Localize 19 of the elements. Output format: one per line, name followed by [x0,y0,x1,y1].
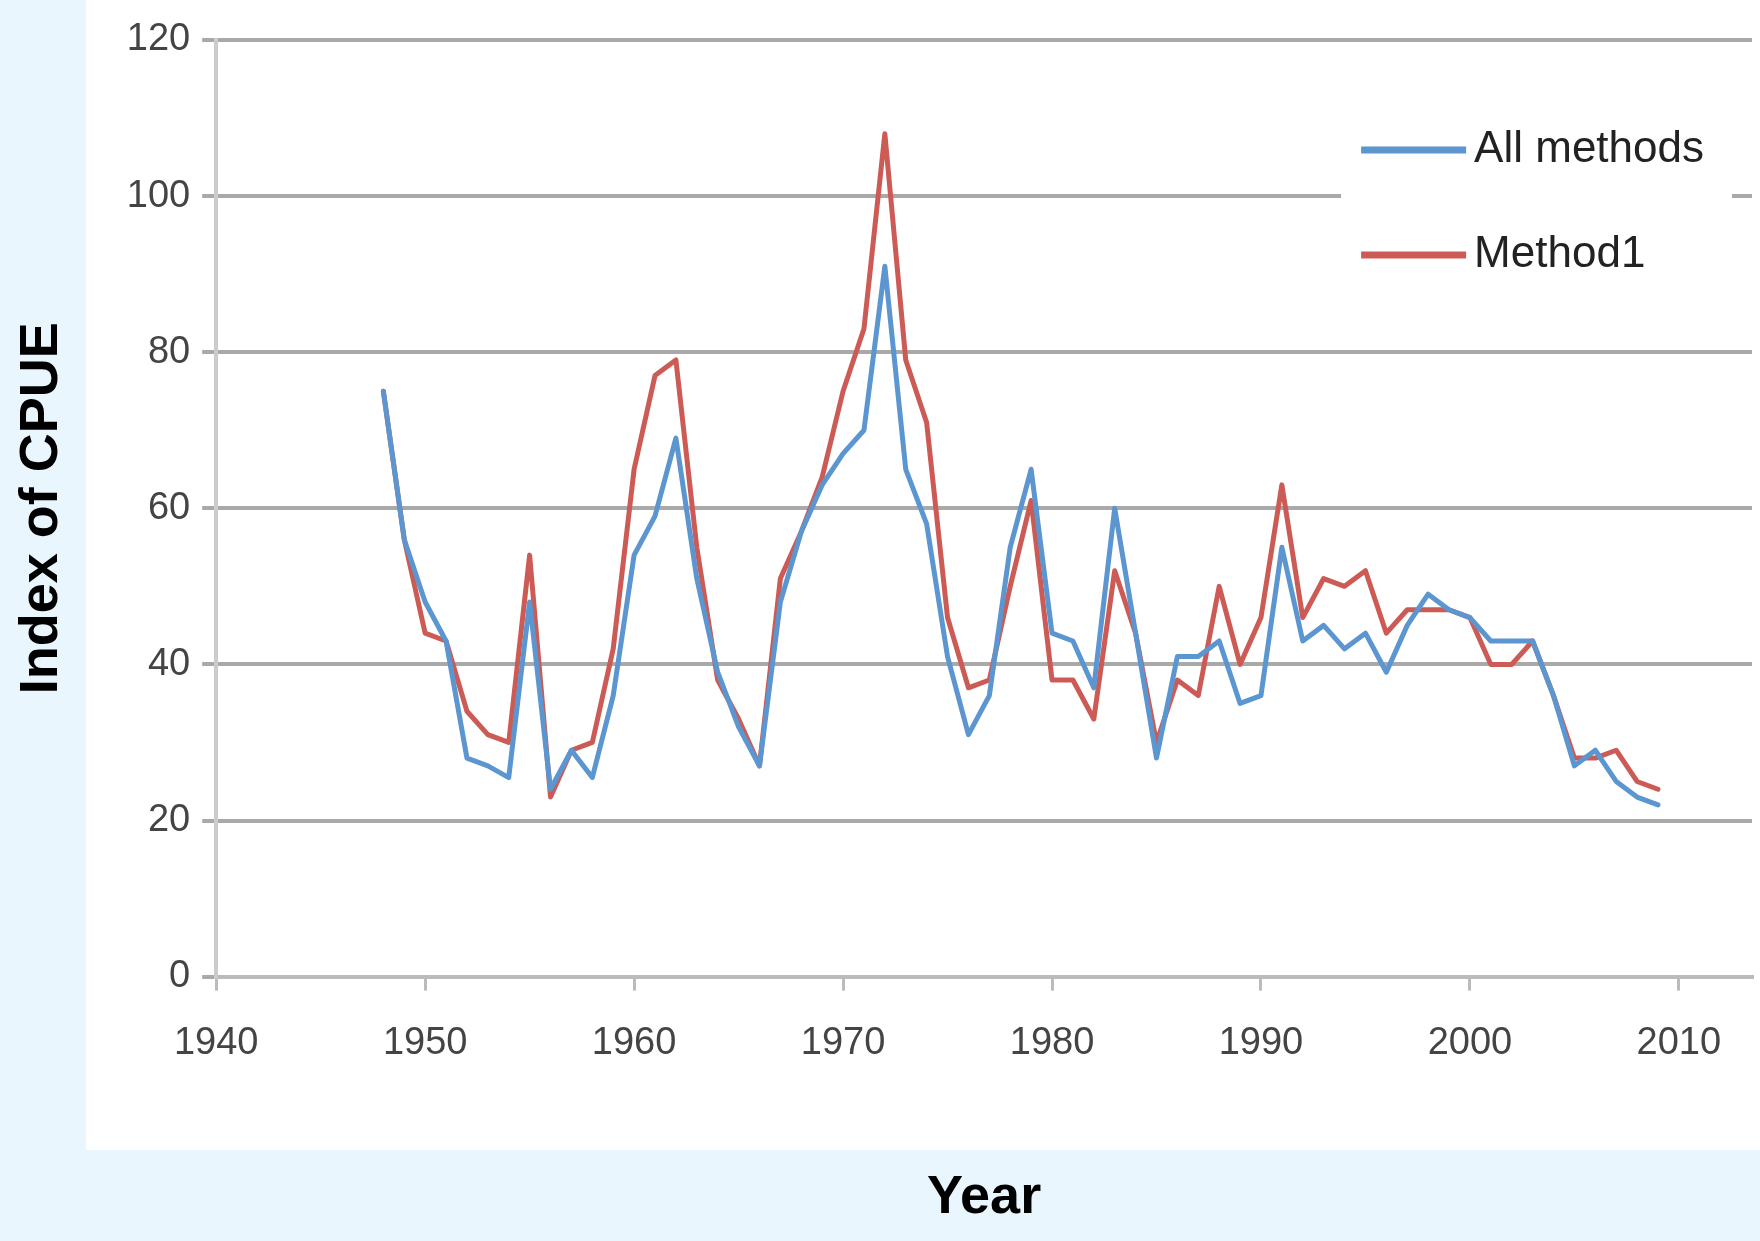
legend-label: Method1 [1474,227,1646,277]
y-axis-title: Index of CPUE [8,322,69,695]
x-axis-title: Year [927,1164,1042,1225]
x-tick-label: 1990 [1218,1019,1304,1062]
y-tick-label: 0 [169,953,191,996]
x-tick-label: 2000 [1427,1019,1513,1062]
y-tick-label: 60 [147,484,191,527]
legend-label: All methods [1474,122,1705,172]
y-tick-label: 20 [147,796,191,839]
y-tick-label: 100 [126,172,191,215]
x-tick-label: 1960 [591,1019,677,1062]
y-tick-label: 120 [126,16,191,59]
x-tick-label: 1980 [1009,1019,1095,1062]
y-tick-label: 40 [147,640,191,683]
x-tick-label: 1940 [173,1019,259,1062]
x-tick-label: 1970 [800,1019,886,1062]
x-tick-label: 1950 [382,1019,468,1062]
x-tick-label: 2010 [1636,1019,1722,1062]
y-tick-label: 80 [147,328,191,371]
